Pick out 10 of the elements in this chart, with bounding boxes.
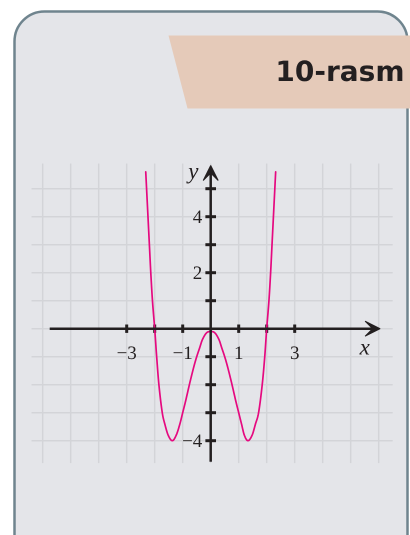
y-tick-label: 2: [192, 263, 202, 284]
y-axis-title: y: [186, 158, 200, 184]
x-tick-label: 1: [234, 343, 244, 364]
x-tick-label: −3: [116, 343, 137, 364]
x-axis-title: x: [358, 334, 371, 360]
y-tick-label: −4: [182, 431, 203, 452]
x-tick-label: 3: [290, 343, 300, 364]
y-tick-label: 4: [192, 207, 203, 228]
x-tick-label: −1: [172, 343, 193, 364]
chart-title: 10-rasm: [275, 55, 405, 88]
